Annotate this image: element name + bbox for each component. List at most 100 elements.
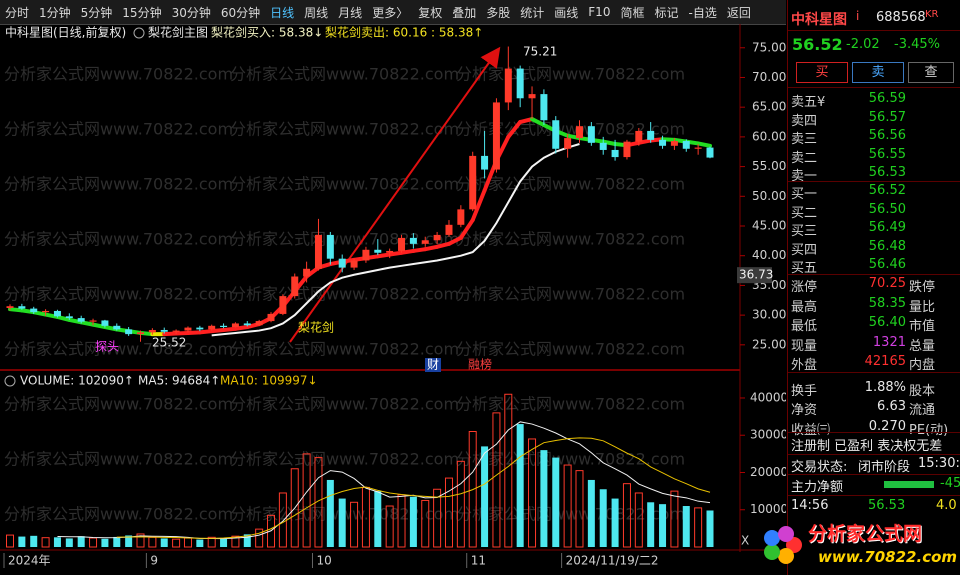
toolbar-button[interactable]: 多股 — [486, 5, 511, 20]
trade-button[interactable]: 买 — [796, 62, 848, 83]
volume-bar — [41, 537, 50, 548]
toolbar-button[interactable]: 叠加 — [452, 5, 477, 20]
stock-name: 中科星图 — [791, 12, 847, 28]
toolbar-button[interactable]: 60分钟 — [220, 5, 261, 20]
toolbar-button[interactable]: 15分钟 — [122, 5, 162, 20]
order-price: 56.49 — [868, 220, 906, 235]
separator — [788, 495, 960, 496]
order-label: 买一 — [791, 187, 818, 202]
stat-label: 总量 — [909, 338, 936, 354]
sword-line — [79, 320, 96, 327]
candle-body — [623, 141, 631, 158]
x-tick-label: 2024年 — [8, 554, 51, 568]
indicator-legend: 梨花剑买入: 58.38↓ — [211, 25, 323, 40]
candle-body — [208, 325, 216, 330]
separator — [788, 30, 960, 31]
toolbar-button[interactable]: 标记 — [654, 5, 679, 20]
stat-value: 6.63 — [877, 399, 906, 414]
order-price: 56.50 — [868, 201, 906, 217]
volume-bar — [622, 483, 631, 548]
volume-bar — [113, 536, 121, 547]
watermark: 分析家公式网www.70822.com — [4, 285, 233, 304]
candle-body — [326, 234, 334, 259]
candle-body — [338, 258, 346, 268]
volume-bar — [409, 496, 417, 547]
toolbar-button[interactable]: 统计 — [520, 5, 545, 20]
white-line — [211, 143, 580, 337]
stat-value: 58.35 — [868, 295, 906, 311]
toolbar-button[interactable]: 更多〉 — [372, 5, 409, 20]
order-label: 买二 — [791, 205, 818, 221]
y-tick-label: 40000 — [750, 390, 786, 404]
sword-line — [506, 120, 523, 139]
sword-line — [601, 139, 618, 147]
watermark: 分析家公式网www.70822.com — [4, 505, 233, 524]
candle-body — [18, 306, 26, 309]
candle-body — [611, 149, 619, 158]
order-label: 卖五¥ — [791, 95, 826, 110]
candle-body — [682, 141, 690, 149]
volume-bar — [243, 534, 251, 547]
candle-body — [433, 234, 441, 241]
sword-line — [446, 235, 463, 246]
toolbar-button[interactable]: 分时 — [5, 5, 30, 20]
order-price: 56.57 — [868, 109, 906, 125]
volume-bar — [314, 457, 323, 548]
quote-panel: 中科星图 i 688568 KR 56.52 -2.02 -3.45% 买卖查卖五¥ 56.59… — [787, 0, 960, 575]
toolbar-button[interactable]: F10 — [588, 5, 611, 19]
volume-legend: VOLUME: 102090↑ — [20, 374, 134, 388]
candle-body — [6, 306, 14, 308]
volume-icon — [4, 375, 16, 387]
x-tick-label: 11 — [471, 554, 486, 568]
market-tag: KR — [925, 9, 939, 20]
annotation: 财 — [427, 358, 439, 372]
stat-label: 换手 — [791, 383, 818, 399]
toolbar-button[interactable]: 日线 — [270, 5, 295, 20]
candle-body — [528, 94, 536, 99]
watermark: 分析家公式网www.70822.com — [456, 340, 685, 359]
volume-bar — [267, 514, 276, 548]
toolbar-button[interactable]: 复权 — [418, 5, 443, 20]
toolbar-button[interactable]: -自选 — [688, 5, 717, 20]
candle-body — [101, 320, 109, 326]
price-change-pct: -3.45% — [894, 37, 940, 52]
toolbar-button[interactable]: 简框 — [620, 5, 645, 20]
toolbar-button[interactable]: 画线 — [554, 5, 579, 20]
stat-value: 1321 — [872, 334, 906, 350]
volume-bar — [552, 457, 560, 547]
candle-body — [409, 237, 417, 244]
sword-line — [67, 317, 84, 325]
toolbar-button[interactable]: 30分钟 — [171, 5, 211, 20]
toolbar-button[interactable]: 5分钟 — [80, 5, 113, 20]
volume-bar — [172, 538, 181, 548]
volume-bar — [160, 538, 168, 547]
volume-bar — [136, 533, 145, 548]
logo-petal — [777, 525, 794, 542]
status-time: 15:30: — [918, 456, 960, 471]
stat-label: 最高 — [791, 299, 818, 315]
candle-body — [137, 332, 145, 335]
volume-bar — [611, 498, 619, 547]
stat-value: 70.25 — [868, 276, 906, 291]
trade-button[interactable]: 查 — [908, 62, 954, 83]
candle-body — [125, 329, 133, 335]
watermark: 分析家公式网www.70822.com — [230, 120, 459, 139]
trade-button[interactable]: 卖 — [852, 62, 904, 83]
candle-body — [77, 318, 85, 322]
candle-body — [243, 323, 251, 326]
volume-bar — [89, 537, 98, 548]
watermark: 分析家公式网www.70822.com — [230, 285, 459, 304]
stat-label: 外盘 — [791, 358, 818, 373]
sword-line — [55, 314, 72, 322]
toolbar-button[interactable]: 1分钟 — [39, 5, 71, 20]
toolbar-button[interactable]: 月线 — [338, 5, 363, 20]
candle-body — [386, 250, 394, 253]
separator — [788, 274, 960, 275]
tags: 注册制 已盈利 表决权无差 — [791, 439, 943, 454]
toolbar-button[interactable]: 返回 — [726, 5, 751, 20]
stat-label: 净资 — [791, 403, 818, 418]
stat-label: 市值 — [909, 319, 936, 334]
toolbar-button[interactable]: 周线 — [304, 5, 329, 20]
candle-body — [670, 141, 678, 146]
y-tick-label: 30000 — [750, 428, 786, 442]
